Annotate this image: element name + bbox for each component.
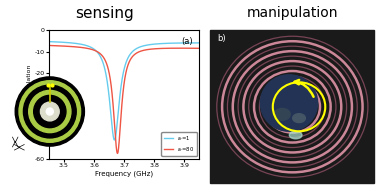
Y-axis label: S₁₁(dB), Simulation: S₁₁(dB), Simulation <box>27 65 32 124</box>
Text: (a): (a) <box>181 37 193 46</box>
Legend: $\varepsilon_r$=1, $\varepsilon_r$=80: $\varepsilon_r$=1, $\varepsilon_r$=80 <box>161 132 197 156</box>
Circle shape <box>19 81 80 142</box>
Ellipse shape <box>274 108 290 120</box>
Ellipse shape <box>260 75 318 131</box>
Circle shape <box>34 95 66 128</box>
Text: manipulation: manipulation <box>247 6 338 20</box>
Ellipse shape <box>289 131 302 139</box>
Circle shape <box>29 90 71 133</box>
Circle shape <box>15 77 85 146</box>
Ellipse shape <box>293 114 305 123</box>
Circle shape <box>41 102 59 121</box>
Bar <box>210 30 374 183</box>
Text: sensing: sensing <box>75 6 134 21</box>
X-axis label: Frequency (GHz): Frequency (GHz) <box>95 171 153 177</box>
Circle shape <box>23 85 76 138</box>
Text: b): b) <box>217 34 226 43</box>
Circle shape <box>46 108 53 115</box>
